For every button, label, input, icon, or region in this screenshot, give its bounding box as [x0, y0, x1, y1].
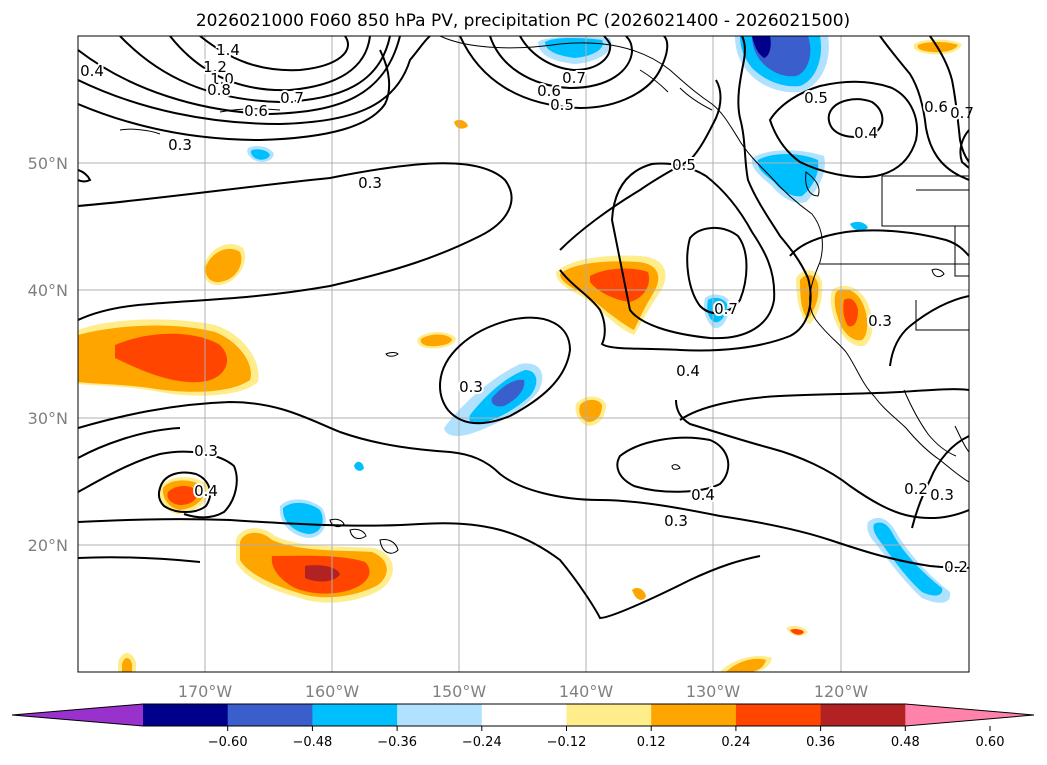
colorbar-swatch [143, 704, 229, 726]
contour-label: 0.6 [244, 102, 268, 120]
contour-label: 0.6 [924, 98, 948, 116]
contour-label: 0.7 [950, 104, 974, 122]
colorbar-swatch [820, 704, 906, 726]
colorbar-swatch [227, 704, 313, 726]
contour-label: 0.3 [459, 378, 483, 396]
lon-label-150w: 150°W [432, 682, 487, 701]
contour-label: 0.5 [804, 89, 828, 107]
lon-label-170w: 170°W [178, 682, 233, 701]
contour-label: 0.4 [691, 486, 715, 504]
colorbar-tick-label: 0.24 [721, 735, 750, 750]
colorbar: −0.60 −0.48 −0.36 −0.24 −0.12 0.12 0.24 0.36 0.4… [11, 703, 1035, 750]
contour-labels: 1.4 1.2 1.0 0.8 0.6 0.7 0.4 0.3 0.3 0.7 … [78, 39, 976, 578]
contour-label: 1.4 [216, 41, 240, 59]
colorbar-tick-label: 0.12 [637, 735, 666, 750]
pv-contours [78, 36, 969, 620]
contour-label: 0.2 [944, 558, 968, 576]
colorbar-tick-label: −0.48 [292, 735, 332, 750]
lat-label-40n: 40°N [28, 281, 68, 300]
contour-label: 0.2 [904, 480, 928, 498]
contour-label: 0.3 [930, 486, 954, 504]
contour-label: 0.5 [672, 156, 696, 174]
contour-label: 0.3 [168, 136, 192, 154]
longitude-labels: 170°W 160°W 150°W 140°W 130°W 120°W [178, 682, 869, 701]
colorbar-swatch [735, 704, 822, 726]
lat-label-20n: 20°N [28, 536, 68, 555]
contour-label: 0.7 [562, 69, 586, 87]
colorbar-tick-label: −0.12 [547, 735, 587, 750]
colorbar-tick-label: −0.36 [377, 735, 417, 750]
contour-label: 0.3 [664, 512, 688, 530]
coastlines [119, 36, 969, 554]
colorbar-extend-min [12, 704, 143, 726]
contour-label: 0.3 [358, 174, 382, 192]
colorbar-tick-label: 0.36 [806, 735, 835, 750]
contour-label: 0.3 [194, 442, 218, 460]
colorbar-swatch [566, 704, 652, 726]
contour-label: 0.4 [194, 482, 218, 500]
lat-label-30n: 30°N [28, 409, 68, 428]
map-panel: 1.4 1.2 1.0 0.8 0.6 0.7 0.4 0.3 0.3 0.7 … [77, 35, 976, 673]
contour-label: 0.7 [280, 89, 304, 107]
map-frame [77, 35, 970, 673]
contour-label: 0.7 [714, 300, 738, 318]
colorbar-extend-max [905, 704, 1034, 726]
figure-title: 2026021000 F060 850 hPa PV, precipitatio… [196, 11, 850, 31]
lat-label-50n: 50°N [28, 154, 68, 173]
colorbar-swatches [11, 703, 1035, 727]
contour-label: 0.8 [207, 81, 231, 99]
colorbar-swatch [397, 704, 483, 726]
contour-label: 0.4 [80, 62, 104, 80]
colorbar-ticks: −0.60 −0.48 −0.36 −0.24 −0.12 0.12 0.24 0.36 0.4… [208, 726, 1005, 750]
contour-label: 1.0 [210, 70, 234, 88]
colorbar-tick-label: −0.60 [208, 735, 248, 750]
lon-label-140w: 140°W [559, 682, 614, 701]
colorbar-swatch [481, 704, 567, 726]
latitude-labels: 50°N 40°N 30°N 20°N [28, 154, 68, 555]
lon-label-160w: 160°W [305, 682, 360, 701]
colorbar-outline [11, 703, 1035, 727]
colorbar-tick-label: 0.60 [976, 735, 1005, 750]
graticule [78, 36, 969, 672]
contour-label: 0.4 [676, 362, 700, 380]
contour-label: 1.2 [203, 58, 227, 76]
colorbar-swatch [312, 704, 398, 726]
colorbar-tick-label: 0.48 [891, 735, 920, 750]
contour-label: 0.6 [537, 82, 561, 100]
contour-label: 0.4 [854, 124, 878, 142]
lon-label-120w: 120°W [814, 682, 869, 701]
lon-label-130w: 130°W [686, 682, 741, 701]
contour-label: 0.5 [550, 96, 574, 114]
contour-label: 0.3 [868, 312, 892, 330]
colorbar-tick-label: −0.24 [462, 735, 502, 750]
colorbar-swatch [651, 704, 737, 726]
